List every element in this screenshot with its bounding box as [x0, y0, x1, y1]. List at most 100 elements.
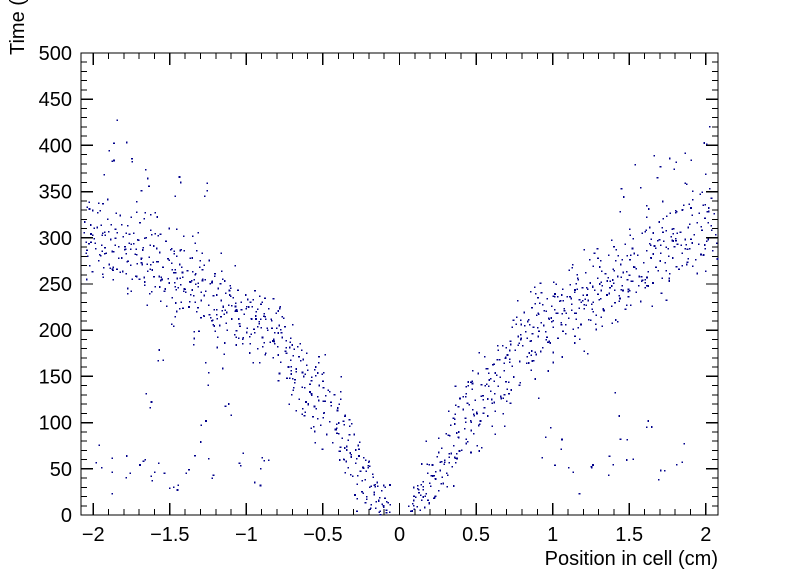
data-point: [601, 284, 604, 287]
data-point: [590, 467, 593, 469]
data-point: [430, 475, 432, 477]
data-point: [369, 508, 372, 511]
data-point: [489, 390, 492, 392]
data-point: [574, 335, 576, 337]
data-point: [329, 390, 331, 393]
data-point: [238, 337, 240, 339]
data-point: [249, 343, 251, 345]
data-point: [577, 277, 579, 280]
data-point: [676, 243, 679, 245]
data-point: [447, 434, 450, 436]
data-point: [275, 327, 278, 330]
data-point: [220, 299, 222, 302]
data-point: [499, 358, 501, 361]
data-point: [635, 267, 637, 270]
data-point: [347, 467, 349, 469]
data-point: [484, 384, 487, 387]
data-point: [684, 152, 687, 154]
data-point: [443, 463, 446, 465]
data-point: [494, 372, 496, 374]
data-point: [658, 221, 660, 223]
data-point: [538, 302, 541, 305]
data-point: [384, 497, 386, 499]
data-point: [299, 342, 302, 345]
data-point: [603, 309, 605, 312]
data-point: [609, 287, 611, 289]
data-point: [254, 332, 256, 334]
data-point: [100, 244, 103, 246]
data-point: [138, 278, 141, 280]
x-tick-label: −1: [235, 524, 258, 546]
data-point: [349, 474, 352, 476]
data-point: [144, 212, 146, 214]
data-point: [530, 354, 533, 356]
data-point: [149, 229, 152, 232]
data-point: [117, 246, 120, 248]
data-point: [645, 204, 648, 207]
data-point: [611, 322, 613, 325]
data-point: [466, 402, 469, 405]
data-point: [519, 334, 522, 336]
data-point: [335, 423, 338, 425]
data-point: [633, 266, 636, 268]
data-point: [598, 266, 601, 269]
data-point: [97, 260, 100, 262]
data-point: [629, 259, 631, 261]
data-point: [615, 248, 617, 251]
data-point: [98, 202, 100, 204]
data-point: [343, 458, 345, 461]
data-point: [480, 383, 483, 386]
data-point: [136, 200, 138, 203]
data-point: [583, 248, 586, 251]
data-point: [235, 308, 238, 311]
data-point: [600, 289, 603, 292]
data-point: [664, 261, 666, 264]
data-point: [357, 444, 359, 447]
data-point: [670, 236, 673, 238]
data-point: [176, 489, 179, 491]
data-point: [571, 303, 573, 305]
data-point: [537, 335, 539, 338]
data-point: [345, 460, 348, 463]
data-point: [114, 237, 117, 240]
data-point: [245, 305, 248, 308]
data-point: [552, 351, 555, 354]
data-point: [202, 278, 204, 281]
data-point: [250, 333, 253, 336]
data-point: [646, 284, 648, 287]
data-point: [179, 307, 181, 310]
data-point: [104, 246, 106, 249]
data-point: [429, 482, 431, 485]
data-point: [100, 224, 102, 227]
data-point: [295, 368, 298, 370]
data-point: [111, 160, 113, 162]
data-point: [681, 208, 684, 211]
data-point: [705, 240, 708, 243]
data-point: [444, 459, 446, 462]
data-point: [213, 309, 216, 311]
data-point: [692, 199, 694, 201]
data-point: [242, 343, 244, 345]
data-point: [485, 368, 487, 370]
data-point: [339, 398, 342, 401]
axis-labels: −2 −1.5 −1 −0.5 0 0.5 1 1.5 2 0 50 100 150 200 250 300 3…: [7, 0, 718, 570]
data-point: [471, 388, 474, 390]
data-point: [159, 279, 162, 282]
data-point: [91, 234, 94, 236]
data-point: [637, 284, 640, 287]
data-point: [319, 424, 322, 426]
y-tick-label: 100: [39, 413, 72, 435]
data-point: [566, 296, 568, 298]
data-point: [590, 319, 592, 321]
data-point: [464, 417, 467, 420]
data-point: [472, 413, 475, 415]
data-point: [257, 308, 259, 310]
data-point: [84, 221, 86, 223]
data-point: [192, 271, 194, 273]
data-point: [191, 257, 193, 259]
data-point: [355, 449, 357, 451]
data-point: [298, 398, 300, 401]
data-point: [479, 420, 482, 422]
data-point: [647, 420, 650, 422]
data-point: [126, 261, 129, 263]
